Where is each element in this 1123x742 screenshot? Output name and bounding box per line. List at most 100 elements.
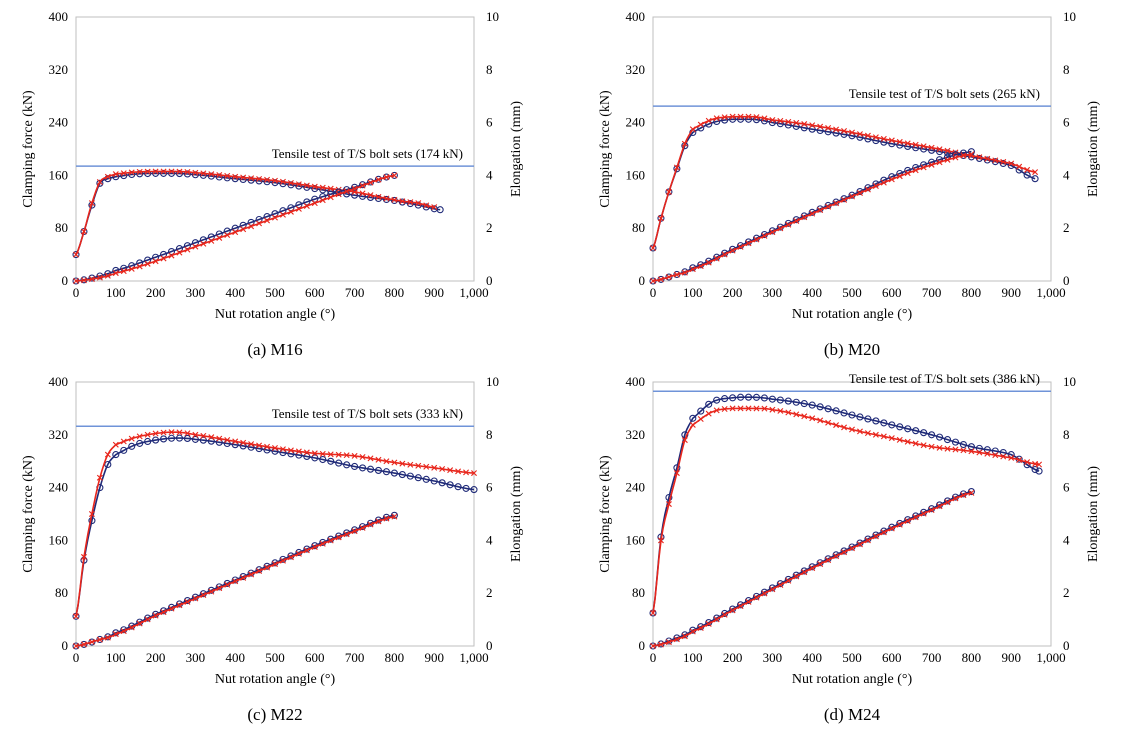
data-point: [327, 194, 334, 201]
y2-axis-title: Elongation (mm): [509, 466, 524, 562]
data-point: [793, 573, 800, 580]
data-point: [231, 224, 239, 232]
data-point: [984, 450, 991, 457]
y2-tick-label: 10: [486, 374, 499, 389]
data-point: [96, 474, 103, 481]
data-point: [880, 419, 888, 427]
data-point: [240, 226, 247, 233]
data-point: [152, 430, 159, 437]
data-point: [761, 590, 768, 597]
data-point: [175, 434, 184, 442]
data-point: [849, 545, 855, 552]
y2-axis-title: Elongation (mm): [509, 101, 524, 197]
data-point: [399, 460, 406, 467]
data-point: [761, 115, 768, 122]
data-point: [279, 446, 286, 453]
data-point: [673, 164, 680, 171]
data-point: [761, 232, 768, 239]
data-point: [912, 440, 919, 447]
data-point: [721, 611, 728, 618]
data-point: [367, 179, 374, 186]
data-point: [928, 507, 935, 514]
data-point: [152, 258, 159, 265]
data-point: [904, 425, 912, 433]
data-point: [800, 400, 808, 408]
data-point: [944, 156, 951, 163]
data-point: [303, 203, 310, 210]
x-tick-label: 600: [305, 285, 325, 300]
data-point: [436, 206, 444, 214]
data-point: [248, 441, 255, 448]
data-point: [256, 220, 263, 227]
data-point: [785, 221, 792, 228]
data-point: [406, 200, 414, 208]
data-point: [928, 144, 935, 151]
data-point: [777, 407, 784, 414]
data-point: [271, 179, 279, 187]
data-point: [1024, 166, 1031, 173]
data-point: [809, 415, 816, 422]
x-tick-label: 1,000: [1036, 285, 1065, 300]
data-point: [215, 173, 223, 181]
data-point: [952, 154, 959, 161]
data-point: [224, 437, 231, 444]
data-point: [279, 211, 286, 218]
data-point: [80, 227, 88, 236]
y2-tick-label: 8: [1063, 62, 1070, 77]
data-point: [73, 643, 79, 649]
data-point: [904, 438, 911, 445]
data-point: [657, 215, 664, 222]
data-point: [880, 529, 887, 536]
reference-label: Tensile test of T/S bolt sets (265 kN): [849, 86, 1040, 101]
x-tick-label: 600: [882, 285, 902, 300]
data-point: [327, 457, 335, 465]
data-point: [737, 113, 744, 120]
data-point: [232, 578, 239, 585]
data-point: [470, 486, 478, 494]
data-point: [1016, 163, 1023, 170]
data-point: [920, 429, 928, 437]
data-point: [912, 141, 919, 148]
plot-frame: [652, 381, 1052, 647]
y-tick-label: 0: [639, 638, 646, 653]
data-point: [160, 169, 168, 177]
data-point: [776, 396, 784, 404]
data-point: [136, 620, 143, 627]
y-tick-label: 80: [55, 220, 68, 235]
series-0: [649, 393, 1043, 617]
data-point: [777, 117, 784, 124]
data-point: [200, 592, 207, 599]
data-point: [729, 405, 736, 412]
data-point: [817, 417, 824, 424]
data-point: [665, 639, 672, 646]
x-tick-label: 800: [385, 650, 405, 665]
data-point: [423, 202, 430, 209]
data-point: [327, 537, 334, 544]
series-1: [650, 405, 1043, 616]
data-point: [104, 634, 111, 641]
data-point: [96, 179, 103, 185]
data-point: [223, 174, 231, 182]
data-point: [785, 409, 792, 416]
data-point: [319, 197, 326, 204]
data-point: [872, 417, 880, 425]
panel-caption: (d) M24: [824, 705, 881, 724]
data-point: [752, 393, 761, 401]
data-point: [705, 259, 712, 266]
data-point: [936, 433, 944, 441]
data-point: [240, 574, 247, 581]
y-tick-label: 0: [62, 638, 69, 653]
data-point: [199, 436, 207, 444]
y-tick-label: 80: [632, 220, 645, 235]
data-point: [191, 435, 199, 443]
data-point: [665, 188, 672, 195]
data-point: [351, 185, 358, 192]
data-point: [208, 588, 215, 595]
data-point: [160, 435, 168, 443]
data-point: [943, 436, 952, 444]
data-point: [224, 581, 231, 588]
data-point: [88, 638, 95, 645]
data-point: [359, 182, 366, 189]
y-tick-label: 240: [49, 480, 69, 495]
data-point: [801, 413, 808, 420]
